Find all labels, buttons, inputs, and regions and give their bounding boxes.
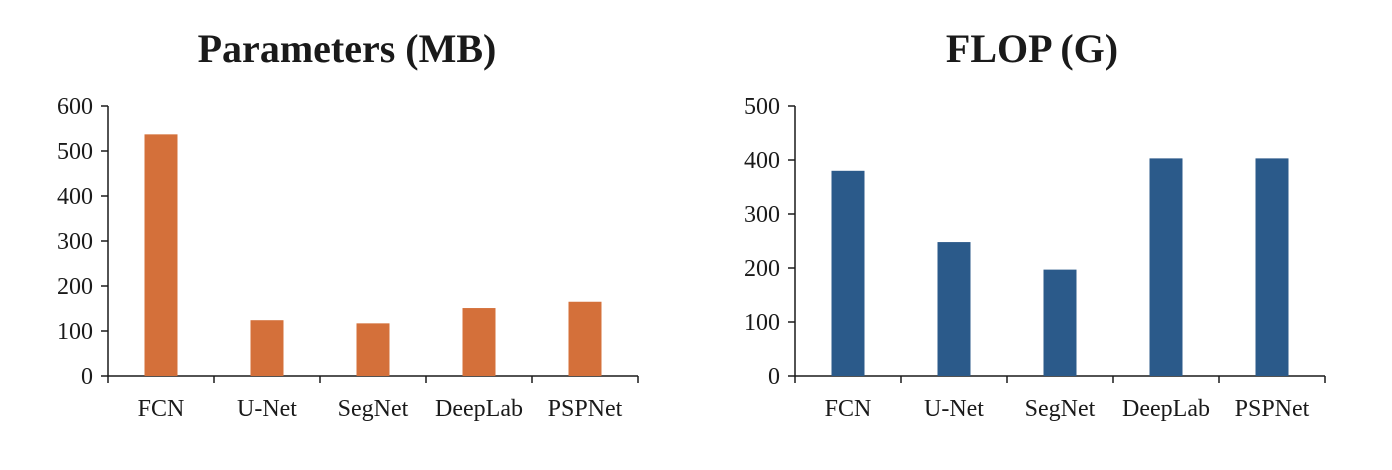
y-tick-label: 200 <box>744 256 780 282</box>
y-tick-label: 0 <box>768 364 780 390</box>
x-tick-label: U-Net <box>924 396 984 422</box>
x-tick-label: DeepLab <box>435 396 523 422</box>
y-tick-label: 200 <box>57 274 93 300</box>
bar <box>1149 158 1183 376</box>
x-tick-label: SegNet <box>338 396 409 422</box>
x-tick-label: PSPNet <box>1235 396 1310 422</box>
y-tick-label: 0 <box>81 364 93 390</box>
chart-title: Parameters (MB) <box>198 26 497 71</box>
x-tick-label: FCN <box>825 396 872 422</box>
y-tick-label: 300 <box>57 229 93 255</box>
y-tick-label: 400 <box>744 148 780 174</box>
bar <box>1043 269 1077 376</box>
parameters-chart: Parameters (MB) 0 100 200 300 400 500 600 FCN U-… <box>57 26 639 422</box>
x-tick-label: U-Net <box>237 396 297 422</box>
y-tick-label: 400 <box>57 184 93 210</box>
bar <box>831 170 865 376</box>
y-tick-label: 100 <box>744 310 780 336</box>
bar <box>568 301 602 376</box>
bar <box>250 320 284 376</box>
y-tick-label: 300 <box>744 202 780 228</box>
x-tick-label: SegNet <box>1025 396 1096 422</box>
x-tick-label: DeepLab <box>1122 396 1210 422</box>
x-tick-label: FCN <box>138 396 185 422</box>
y-tick-label: 100 <box>57 319 93 345</box>
bar <box>144 134 178 376</box>
bar <box>937 242 971 376</box>
y-tick-label: 500 <box>57 139 93 165</box>
bar <box>462 308 496 376</box>
flop-chart: FLOP (G) 0 100 200 300 400 500 FCN U-Net SegNet D… <box>744 26 1326 422</box>
bar <box>1255 158 1289 376</box>
x-tick-label: PSPNet <box>548 396 623 422</box>
y-tick-label: 500 <box>744 94 780 120</box>
bar <box>356 323 390 376</box>
y-tick-label: 600 <box>57 94 93 120</box>
chart-title: FLOP (G) <box>946 26 1118 71</box>
